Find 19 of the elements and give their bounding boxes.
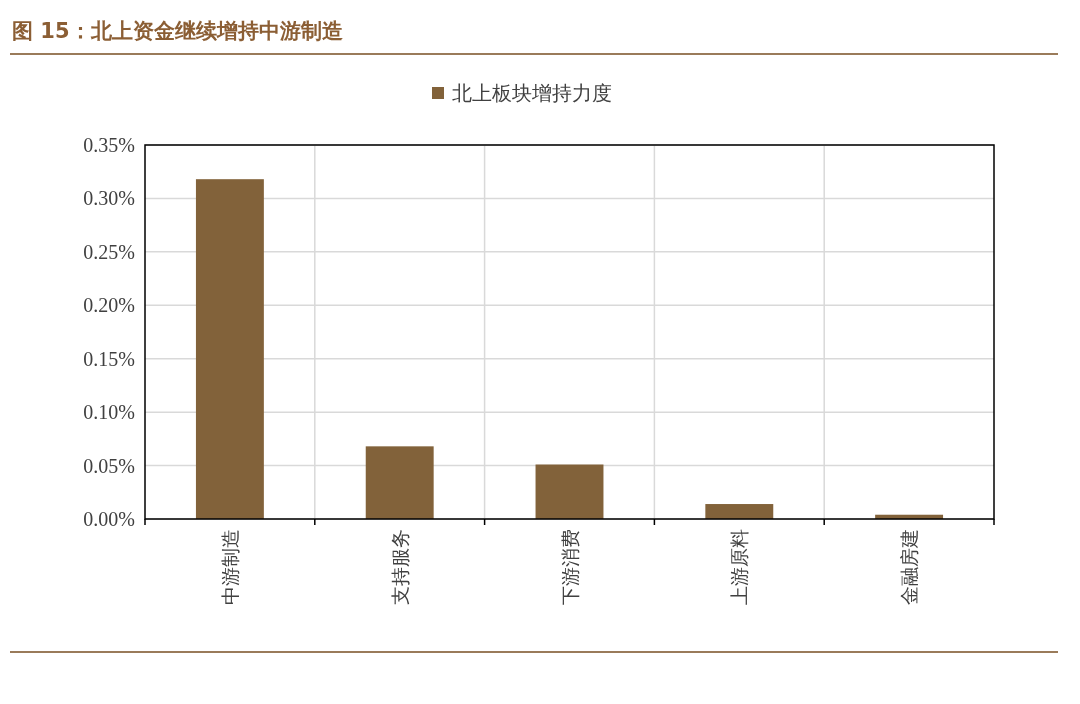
y-tick-label: 0.15%	[83, 347, 135, 370]
bar	[535, 464, 604, 519]
y-tick-label: 0.30%	[83, 187, 135, 210]
y-tick-label: 0.25%	[83, 240, 135, 263]
bar	[705, 504, 774, 519]
chart-title: 图 15：北上资金继续增持中游制造	[12, 19, 343, 43]
y-tick-label: 0.00%	[83, 508, 135, 530]
y-tick-label: 0.20%	[83, 294, 135, 317]
y-tick-label: 0.05%	[83, 454, 135, 477]
legend-label: 北上板块增持力度	[452, 81, 612, 105]
y-tick-label: 0.10%	[83, 401, 135, 424]
x-tick-label: 上游原料	[728, 529, 751, 605]
x-tick-label: 金融房建	[898, 529, 921, 605]
bar	[365, 446, 434, 519]
y-tick-label: 0.35%	[83, 134, 135, 156]
bar	[195, 179, 264, 519]
x-tick-label: 中游制造	[218, 529, 241, 605]
x-tick-label: 下游消费	[558, 529, 581, 605]
x-tick-label: 支持服务	[388, 529, 411, 605]
